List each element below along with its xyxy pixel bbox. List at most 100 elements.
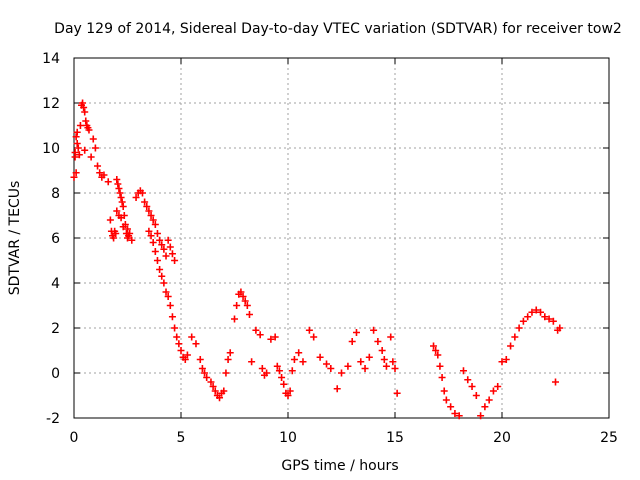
data-point [391, 365, 399, 372]
data-point [149, 239, 157, 246]
data-point [173, 333, 181, 341]
data-point [348, 338, 356, 345]
data-point [81, 108, 89, 116]
data-point [507, 342, 515, 350]
data-point [96, 169, 104, 177]
data-point [387, 333, 395, 341]
data-point [171, 257, 179, 264]
data-point [545, 315, 553, 323]
data-point [224, 356, 232, 363]
data-point [519, 317, 527, 325]
data-point [216, 394, 224, 402]
data-point [183, 351, 191, 359]
x-tick-label: 10 [279, 430, 297, 446]
data-point [472, 392, 480, 399]
data-point [94, 162, 102, 170]
data-point [438, 374, 446, 381]
grid-lines [74, 58, 609, 418]
data-point [258, 365, 266, 372]
data-point [237, 288, 245, 296]
data-point [382, 362, 390, 370]
data-point [370, 326, 378, 334]
data-point [459, 367, 467, 375]
data-point [153, 230, 161, 237]
data-point [166, 302, 174, 309]
data-point [442, 396, 450, 404]
y-tick-label: 14 [42, 51, 60, 67]
data-point [79, 99, 87, 107]
axis-ticks: 0 5 10 15 20 25 -2 0 2 4 6 8 10 12 14 [42, 51, 618, 446]
x-tick-label: 5 [177, 430, 186, 446]
data-point [498, 358, 506, 366]
data-point [164, 293, 172, 300]
data-point [145, 227, 153, 235]
data-point [451, 410, 459, 417]
data-point [143, 203, 151, 210]
data-point [70, 173, 78, 181]
data-point [89, 135, 97, 143]
data-point [278, 374, 286, 381]
data-point [378, 347, 386, 354]
data-point [430, 342, 438, 350]
data-point [198, 365, 206, 372]
data-point [192, 340, 200, 348]
data-point [73, 128, 81, 136]
data-point [280, 380, 288, 388]
data-point [116, 189, 124, 197]
data-point [432, 347, 440, 354]
data-point [290, 356, 298, 363]
data-point [333, 385, 341, 393]
data-point [477, 412, 485, 420]
y-tick-label: 10 [42, 141, 60, 157]
data-point [239, 293, 247, 300]
data-point [310, 333, 318, 341]
data-point [357, 358, 365, 366]
data-point [119, 223, 127, 231]
data-point [549, 317, 557, 325]
data-points [70, 99, 564, 420]
data-point [147, 212, 155, 219]
data-point [316, 353, 324, 361]
x-tick-label: 20 [493, 430, 511, 446]
data-point [209, 383, 217, 390]
data-point [455, 412, 463, 420]
data-point [188, 333, 196, 341]
x-tick-label: 0 [70, 430, 79, 446]
data-point [114, 180, 122, 188]
data-point [556, 324, 564, 332]
data-point [511, 333, 519, 341]
data-point [117, 194, 125, 201]
data-point [207, 378, 215, 386]
data-point [158, 241, 166, 249]
data-point [156, 266, 164, 273]
data-point [468, 383, 476, 390]
data-point [256, 331, 264, 339]
y-tick-label: 2 [51, 321, 60, 337]
data-point [168, 250, 176, 258]
data-point [243, 302, 251, 309]
data-point [515, 324, 523, 332]
data-point [485, 396, 493, 404]
data-point [75, 151, 83, 159]
data-point [132, 194, 140, 201]
y-tick-label: 6 [51, 231, 60, 247]
data-point [175, 340, 183, 348]
data-point [168, 313, 176, 321]
data-point [338, 369, 345, 377]
data-point [389, 358, 397, 366]
data-point [222, 369, 230, 377]
data-point [162, 252, 170, 260]
data-point [158, 272, 166, 280]
y-tick-label: 8 [51, 186, 60, 202]
data-point [275, 367, 283, 375]
data-point [151, 221, 159, 228]
data-point [82, 117, 90, 125]
data-point [147, 232, 155, 240]
data-point [231, 315, 238, 323]
data-point [323, 360, 331, 368]
data-point [128, 236, 136, 244]
data-point [374, 338, 382, 345]
y-tick-label: 12 [42, 96, 60, 112]
data-point [104, 178, 112, 186]
